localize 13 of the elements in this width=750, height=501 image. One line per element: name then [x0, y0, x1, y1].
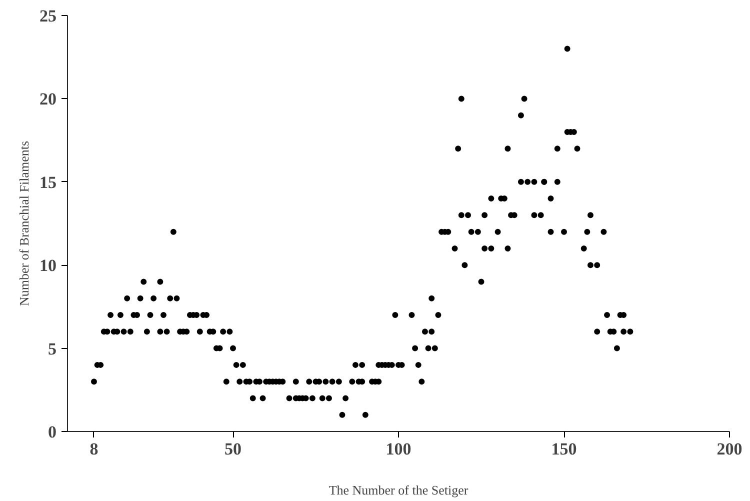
x-axis-title: The Number of the Setiger	[328, 482, 469, 498]
x-tick-label: 50	[224, 440, 242, 458]
y-tick-label: 10	[40, 256, 56, 276]
x-tick-label: 150	[551, 440, 577, 458]
x-tick-label: 8	[90, 440, 98, 458]
y-axis-title: Number of Branchial Filaments	[16, 140, 32, 306]
y-tick-label: 0	[48, 422, 56, 442]
y-tick-label: 20	[40, 90, 56, 109]
y-tick-label: 25	[40, 6, 56, 26]
x-tick-label: 100	[386, 440, 412, 458]
y-tick-label: 15	[40, 172, 56, 192]
y-tick-label: 5	[48, 339, 56, 358]
x-tick-label: 200	[716, 440, 742, 458]
